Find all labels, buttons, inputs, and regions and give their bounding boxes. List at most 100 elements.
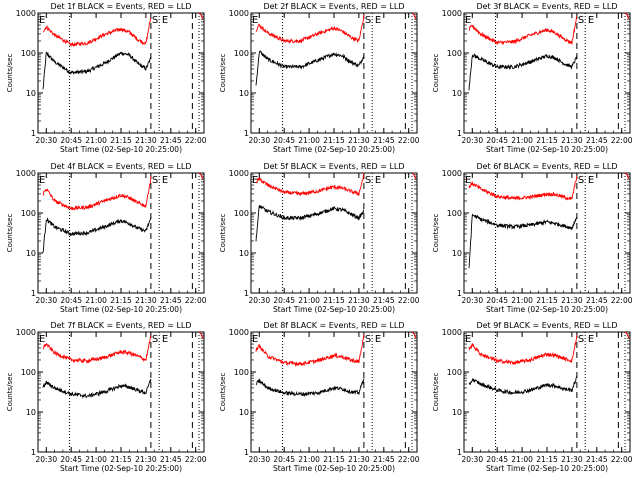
- x-tick-label: 20:30: [35, 296, 57, 305]
- y-tick-label: 1: [244, 129, 249, 138]
- series-events-line: [468, 375, 578, 395]
- x-tick-label: 21:30: [561, 296, 583, 305]
- series-lld-tail: [624, 12, 630, 20]
- y-tick-label: 1000: [229, 328, 249, 337]
- series-lld-line: [468, 175, 578, 201]
- left-marker-label: E: [465, 175, 471, 186]
- x-tick-label: 21:00: [511, 296, 533, 305]
- y-tick-label: 1000: [16, 169, 36, 178]
- series-lld-line: [42, 176, 152, 211]
- x-tick-label: 22:00: [611, 136, 633, 145]
- panel-det-8f: Det 8f BLACK = Events, RED = LLD 1 10 100 10…: [219, 321, 420, 473]
- series-lld-tail: [411, 12, 417, 20]
- panel-title: Det 9f BLACK = Events, RED = LLD: [476, 321, 617, 330]
- panel-det-6f: Det 6f BLACK = Events, RED = LLD 1 10 100 10…: [432, 162, 633, 314]
- x-axis-label: Start Time (02-Sep-10 20:25:00): [60, 145, 182, 154]
- y-axis-label: Counts/sec: [6, 54, 14, 93]
- y-tick-label: 100: [234, 49, 249, 58]
- series-lld-tail: [624, 331, 630, 339]
- x-tick-label: 21:45: [160, 455, 182, 464]
- y-tick-label: 100: [21, 209, 36, 218]
- left-marker-label: E: [252, 175, 258, 186]
- y-axis-label: Counts/sec: [219, 373, 227, 412]
- x-tick-label: 21:30: [135, 455, 157, 464]
- x-tick-label: 21:45: [373, 136, 395, 145]
- start-marker-label: S: [365, 175, 371, 186]
- x-tick-label: 21:30: [561, 136, 583, 145]
- x-axis-label: Start Time (02-Sep-10 20:25:00): [273, 464, 395, 473]
- y-tick-label: 1000: [229, 9, 249, 18]
- x-axis-label: Start Time (02-Sep-10 20:25:00): [486, 145, 608, 154]
- y-tick-label: 10: [239, 89, 249, 98]
- x-tick-label: 21:30: [348, 136, 370, 145]
- x-tick-label: 20:45: [273, 296, 295, 305]
- x-tick-label: 21:00: [85, 136, 107, 145]
- x-tick-label: 21:30: [135, 296, 157, 305]
- start-marker-label: S: [152, 15, 158, 26]
- start-marker-label: S: [365, 15, 371, 26]
- left-marker-label: E: [252, 15, 258, 26]
- x-tick-label: 20:45: [486, 296, 508, 305]
- y-tick-label: 10: [239, 408, 249, 417]
- start-marker-label: S: [578, 175, 584, 186]
- plot-frame: [37, 172, 205, 294]
- series-lld-line: [255, 14, 365, 44]
- panel-title: Det 8f BLACK = Events, RED = LLD: [263, 321, 404, 330]
- x-tick-label: 20:45: [273, 136, 295, 145]
- panel-det-5f: Det 5f BLACK = Events, RED = LLD 1 10 100 10…: [219, 162, 420, 314]
- left-marker-label: E: [39, 175, 45, 186]
- start-marker-label: S: [365, 334, 371, 345]
- series-lld-tail: [198, 172, 204, 180]
- plot-frame: [37, 12, 205, 134]
- series-lld-line: [468, 16, 578, 46]
- series-events-line: [468, 53, 578, 91]
- plot-frame: [250, 12, 418, 134]
- x-tick-label: 21:15: [110, 296, 132, 305]
- x-tick-label: 20:45: [60, 455, 82, 464]
- y-tick-label: 1: [244, 289, 249, 298]
- x-tick-label: 21:00: [511, 136, 533, 145]
- x-axis-label: Start Time (02-Sep-10 20:25:00): [60, 464, 182, 473]
- y-tick-label: 1: [457, 129, 462, 138]
- panel-det-4f: Det 4f BLACK = Events, RED = LLD 1 10 100 10…: [6, 162, 207, 314]
- y-tick-label: 1000: [442, 9, 462, 18]
- panel-title: Det 6f BLACK = Events, RED = LLD: [476, 162, 617, 171]
- y-axis-label: Counts/sec: [432, 214, 440, 253]
- y-tick-label: 1: [31, 448, 36, 457]
- panel-title: Det 5f BLACK = Events, RED = LLD: [263, 162, 404, 171]
- left-marker-label: E: [39, 15, 45, 26]
- series-lld-line: [42, 335, 152, 364]
- x-tick-label: 21:15: [110, 455, 132, 464]
- x-tick-label: 21:15: [110, 136, 132, 145]
- y-tick-label: 10: [452, 249, 462, 258]
- y-tick-label: 1: [457, 289, 462, 298]
- end-marker-label: E: [375, 15, 381, 26]
- series-lld-line: [255, 334, 365, 368]
- series-lld-tail: [198, 331, 204, 339]
- series-lld-line: [42, 17, 152, 48]
- x-tick-label: 20:45: [60, 296, 82, 305]
- y-tick-label: 1: [31, 289, 36, 298]
- x-tick-label: 21:00: [298, 296, 320, 305]
- x-tick-label: 22:00: [611, 455, 633, 464]
- left-marker-label: E: [465, 15, 471, 26]
- x-tick-label: 21:15: [323, 296, 345, 305]
- x-tick-label: 21:00: [298, 455, 320, 464]
- x-axis-label: Start Time (02-Sep-10 20:25:00): [273, 305, 395, 314]
- x-tick-label: 20:45: [60, 136, 82, 145]
- left-marker-label: E: [252, 334, 258, 345]
- y-tick-label: 10: [452, 89, 462, 98]
- y-tick-label: 1000: [229, 169, 249, 178]
- x-tick-label: 20:30: [461, 136, 483, 145]
- end-marker-label: E: [162, 15, 168, 26]
- x-axis-label: Start Time (02-Sep-10 20:25:00): [273, 145, 395, 154]
- y-axis-label: Counts/sec: [219, 214, 227, 253]
- y-tick-label: 1000: [442, 328, 462, 337]
- panel-title: Det 2f BLACK = Events, RED = LLD: [263, 2, 404, 11]
- x-axis-label: Start Time (02-Sep-10 20:25:00): [60, 305, 182, 314]
- end-marker-label: E: [588, 334, 594, 345]
- y-tick-label: 1: [244, 448, 249, 457]
- y-tick-label: 100: [447, 368, 462, 377]
- y-tick-label: 1000: [16, 328, 36, 337]
- x-tick-label: 21:00: [85, 296, 107, 305]
